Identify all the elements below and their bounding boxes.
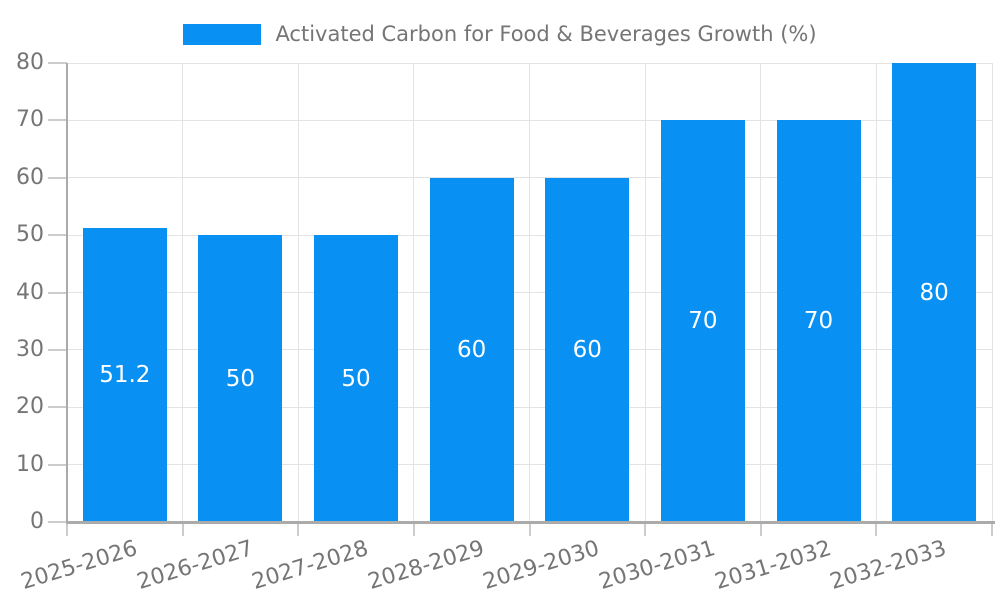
x-axis-tick (412, 522, 415, 536)
y-axis-tick-label: 80 (16, 50, 44, 75)
y-axis-tick (48, 291, 67, 294)
bar-2025-2026 (82, 228, 167, 522)
gridline-vertical (413, 63, 415, 522)
y-axis-tick (48, 463, 67, 466)
gridline-vertical (297, 63, 299, 522)
bar-2029-2030 (545, 177, 630, 522)
y-axis-tick (48, 348, 67, 351)
x-axis-tick-label: 2031-2032 (711, 536, 834, 595)
x-axis-tick (991, 522, 993, 536)
bar-value-label: 80 (919, 279, 949, 306)
x-axis-tick-label: 2026-2027 (133, 536, 256, 595)
y-axis-tick (48, 119, 67, 122)
x-axis-tick-label: 2030-2031 (596, 536, 719, 595)
chart-legend: Activated Carbon for Food & Beverages Gr… (0, 22, 1000, 46)
x-axis-tick-label: 2032-2033 (827, 536, 950, 595)
y-axis-tick-label: 10 (16, 451, 44, 477)
bar-value-label: 50 (341, 365, 371, 392)
x-axis-tick (875, 522, 878, 536)
legend-label: Activated Carbon for Food & Beverages Gr… (275, 22, 817, 46)
x-axis-tick-label: 2028-2029 (365, 536, 487, 595)
x-axis-tick (297, 522, 300, 536)
bar-value-label: 70 (688, 308, 718, 335)
y-axis-tick (48, 62, 67, 64)
gridline-vertical (644, 63, 646, 522)
y-axis-tick (48, 234, 67, 237)
x-axis-tick (181, 522, 184, 536)
bar-2028-2029 (429, 177, 514, 522)
bar-2032-2033 (892, 63, 977, 522)
x-axis-tick-label: 2025-2026 (18, 536, 141, 595)
y-axis-line (66, 63, 68, 524)
y-axis-tick (48, 521, 67, 523)
y-axis-tick-label: 70 (16, 107, 44, 133)
bar-value-label: 60 (457, 336, 487, 363)
x-axis-tick (644, 522, 647, 536)
y-axis-tick-label: 30 (16, 336, 44, 362)
y-axis-tick-label: 50 (16, 222, 44, 248)
gridline-vertical (875, 63, 877, 522)
legend-color-swatch (183, 23, 262, 45)
x-axis-tick-label: 2029-2030 (480, 536, 603, 595)
x-axis-tick (66, 522, 68, 536)
bar-2030-2031 (660, 120, 745, 522)
y-axis-tick-label: 0 (30, 509, 44, 534)
y-axis-tick (48, 406, 67, 409)
bar-value-label: 50 (225, 365, 256, 392)
bar-value-label: 70 (803, 308, 834, 335)
x-axis-tick (759, 522, 762, 536)
bar-value-label: 60 (572, 336, 602, 363)
gridline-vertical (182, 63, 184, 522)
bar-2026-2027 (198, 235, 283, 522)
bar-2027-2028 (314, 235, 399, 522)
y-axis-tick (48, 176, 67, 179)
y-axis-tick-label: 60 (16, 164, 44, 190)
y-axis-tick-label: 40 (16, 279, 44, 305)
x-axis-tick (528, 522, 531, 536)
bar-value-label: 51.2 (99, 362, 151, 389)
gridline-vertical (529, 63, 530, 522)
bar-2031-2032 (776, 120, 861, 522)
gridline-vertical (760, 63, 762, 522)
x-axis-tick-label: 2027-2028 (249, 536, 372, 595)
x-axis-line (66, 521, 995, 524)
y-axis-tick-label: 20 (16, 394, 44, 420)
gridline-vertical (991, 63, 993, 522)
